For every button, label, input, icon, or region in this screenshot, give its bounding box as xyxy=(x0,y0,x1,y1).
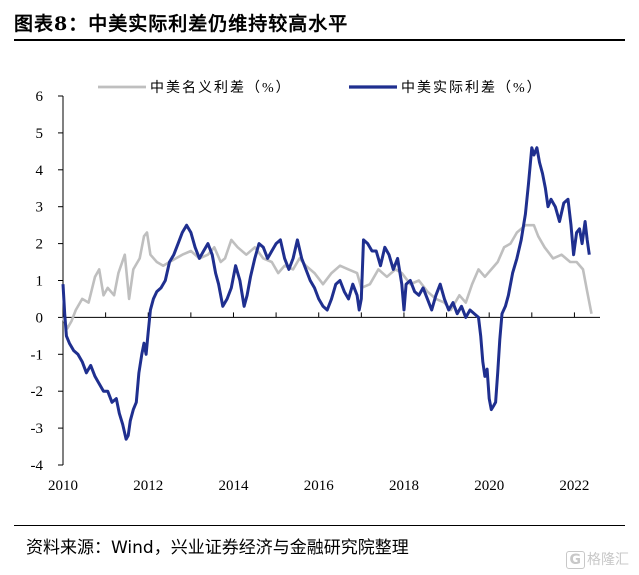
title-divider xyxy=(14,39,625,41)
x-tick-label: 2016 xyxy=(304,478,335,494)
x-tick-label: 2014 xyxy=(218,478,249,494)
chart-series xyxy=(61,146,593,441)
y-tick-label: 6 xyxy=(36,89,44,105)
y-tick-label: 5 xyxy=(36,126,44,142)
real-spread-line xyxy=(61,146,591,441)
source-divider xyxy=(14,525,625,526)
y-tick-label: 4 xyxy=(36,163,44,179)
source-note: 资料来源：Wind，兴业证券经济与金融研究院整理 xyxy=(26,538,409,558)
y-tick-label: 0 xyxy=(36,310,44,326)
y-tick-label: -1 xyxy=(31,347,44,363)
title-row: 图表8：中美实际利差仍维持较高水平 xyxy=(0,0,639,44)
chart-legend: 中美名义利差（%） 中美实际利差（%） xyxy=(98,80,543,96)
legend-nominal-label: 中美名义利差（%） xyxy=(150,80,292,96)
y-tick-label: 3 xyxy=(36,200,44,216)
watermark: G 格隆汇 xyxy=(565,549,629,569)
watermark-text: 格隆汇 xyxy=(587,552,629,568)
x-tick-label: 2018 xyxy=(389,478,419,494)
watermark-logo-icon: G xyxy=(565,551,585,569)
y-tick-label: -3 xyxy=(31,421,44,437)
y-tick-label: 1 xyxy=(36,274,44,290)
y-tick-label: -2 xyxy=(31,384,44,400)
x-tick-label: 2012 xyxy=(133,478,163,494)
figure-title: 图表8：中美实际利差仍维持较高水平 xyxy=(14,13,349,35)
legend-real-label: 中美实际利差（%） xyxy=(401,80,543,96)
y-tick-label: 2 xyxy=(36,237,44,253)
y-tick-label: -4 xyxy=(31,458,44,474)
x-tick-label: 2020 xyxy=(474,478,504,494)
x-tick-label: 2010 xyxy=(48,478,78,494)
x-tick-label: 2022 xyxy=(559,478,589,494)
